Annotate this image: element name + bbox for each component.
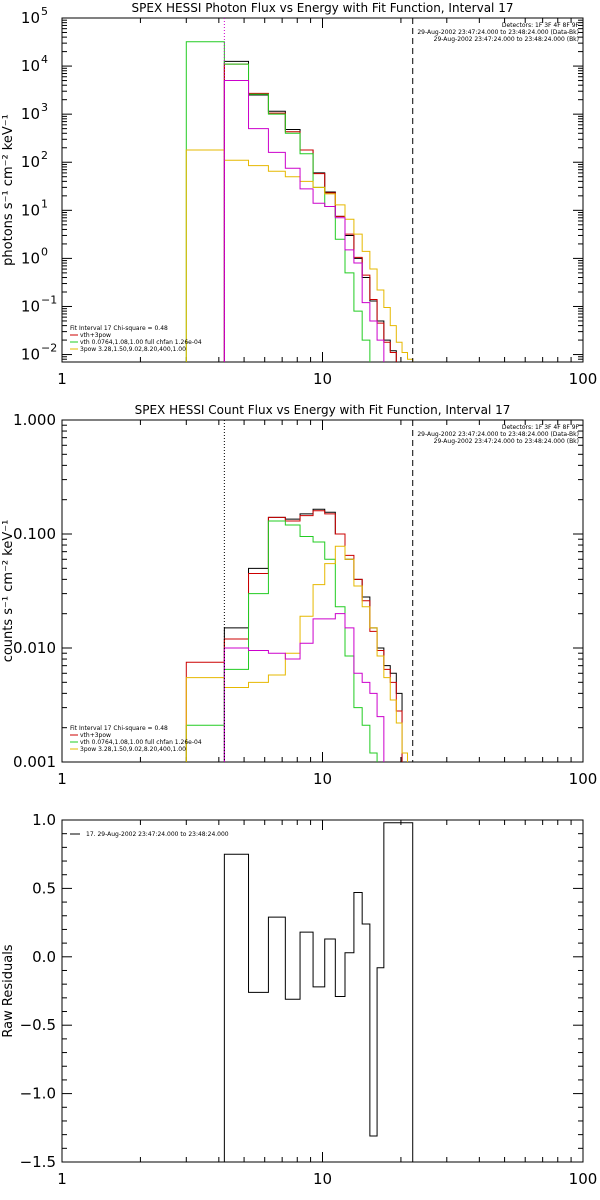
plot-frame: [61, 419, 584, 763]
y-ticks: 0.001 0.010 0.100 1.000: [13, 411, 583, 771]
y-tick-exponent: 0: [41, 245, 48, 258]
series-4-histogram: [223, 613, 385, 762]
y-tick-label: 10: [21, 297, 40, 315]
x-tick-label: 1: [57, 370, 67, 388]
x-tick-label: 10: [313, 1170, 332, 1188]
legend-title: Fit Interval 17 Chi-square = 0.48: [70, 325, 168, 332]
legend-entry: 17. 29-Aug-2002 23:47:24.000 to 23:48:24…: [86, 831, 229, 838]
legend-entry: vth 0.0764,1.08,1.00 full chfan 1.26e-04: [80, 339, 202, 346]
y-tick-label: 10: [21, 9, 40, 27]
y-axis-label: photons s⁻¹ cm⁻² keV⁻¹: [1, 114, 16, 266]
y-tick-exponent: −2: [41, 342, 57, 355]
y-tick-label: 1.000: [13, 411, 56, 429]
x-tick-label: 1: [57, 770, 67, 788]
y-tick-exponent: 3: [41, 101, 48, 114]
y-tick-exponent: 5: [41, 5, 48, 18]
data-series: [223, 822, 414, 1162]
series-0-histogram: [223, 822, 414, 1162]
info-line: 29-Aug-2002 23:47:24.000 to 23:48:24.000…: [417, 431, 579, 438]
x-tick-label: 10: [313, 370, 332, 388]
y-tick-label: 10: [21, 153, 40, 171]
series-0-histogram: [223, 508, 403, 762]
plot-frame: [61, 819, 584, 1163]
series-1-histogram: [223, 63, 397, 362]
y-tick-exponent: 4: [41, 53, 48, 66]
y-tick-label: 10: [21, 105, 40, 123]
data-series: [185, 41, 414, 362]
chart-panel-3: Raw Residuals 1 10 100 1.0 0.5 0.0 −0.5 −1.0 −1.5…: [1, 811, 597, 1188]
y-tick-label: 0.100: [13, 525, 56, 543]
legend-title: Fit Interval 17 Chi-square = 0.48: [70, 725, 168, 732]
legend: Fit Interval 17 Chi-square = 0.48vth+3po…: [70, 725, 202, 753]
legend-entry: vth+3pow: [80, 332, 111, 339]
y-tick-label: 10: [21, 201, 40, 219]
x-ticks: 1 10 100: [57, 18, 597, 388]
legend-entry: vth 0.0764,1.08,1.00 full chfan 1.26e-04: [80, 739, 202, 746]
info-line: 29-Aug-2002 23:47:24.000 to 23:48:24.000…: [434, 438, 579, 445]
y-tick-label: 0.001: [13, 753, 56, 771]
series-3-histogram: [185, 149, 414, 362]
chart-panel-1: SPEX HESSI Photon Flux vs Energy with Fi…: [1, 1, 597, 388]
y-tick-exponent: 2: [41, 149, 48, 162]
info-line: Detectors: 1F 3F 4F 8F 9F: [502, 424, 580, 431]
y-tick-label: 10: [21, 346, 40, 364]
data-series: [185, 508, 409, 762]
x-tick-label: 100: [569, 1170, 598, 1188]
x-tick-label: 100: [569, 770, 598, 788]
y-tick-label: 10: [21, 249, 40, 267]
y-tick-label: 10: [21, 57, 40, 75]
info-line: 29-Aug-2002 23:47:24.000 to 23:48:24.000…: [434, 36, 579, 43]
series-2-histogram: [185, 41, 371, 362]
x-ticks: 1 10 100: [57, 420, 597, 788]
info-line: 29-Aug-2002 23:47:24.000 to 23:48:24.000…: [417, 29, 579, 36]
y-tick-label: −1.5: [20, 1153, 56, 1171]
plot-frame: [61, 17, 584, 363]
y-tick-label: 0.0: [32, 948, 56, 966]
chart-title: SPEX HESSI Count Flux vs Energy with Fit…: [135, 403, 511, 417]
y-axis-label: Raw Residuals: [1, 944, 16, 1037]
series-0-histogram: [223, 60, 397, 362]
y-tick-label: −0.5: [20, 1016, 56, 1034]
y-axis-label: counts s⁻¹ cm⁻² keV⁻¹: [1, 520, 16, 663]
y-tick-exponent: −1: [41, 293, 57, 306]
x-tick-label: 100: [569, 370, 598, 388]
legend: Fit Interval 17 Chi-square = 0.48vth+3po…: [70, 325, 202, 353]
y-tick-exponent: 1: [41, 197, 48, 210]
series-1-histogram: [185, 510, 403, 762]
info-line: Detectors: 1F 3F 4F 8F 9F: [502, 22, 580, 29]
y-tick-label: 0.010: [13, 639, 56, 657]
y-tick-label: 0.5: [32, 879, 56, 897]
y-tick-label: −1.0: [20, 1085, 56, 1103]
x-ticks: 1 10 100: [57, 820, 597, 1188]
legend-entry: 3pow 3.28,1.50,9.02,8.20,400,1.00: [80, 746, 186, 753]
series-2-histogram: [185, 520, 378, 762]
y-tick-label: 1.0: [32, 811, 56, 829]
series-3-histogram: [185, 545, 409, 762]
chart-title: SPEX HESSI Photon Flux vs Energy with Fi…: [132, 1, 514, 15]
x-tick-label: 10: [313, 770, 332, 788]
legend: 17. 29-Aug-2002 23:47:24.000 to 23:48:24…: [70, 831, 229, 838]
legend-entry: 3pow 3.28,1.50,9.02,8.20,400,1.00: [80, 346, 186, 353]
legend-entry: vth+3pow: [80, 732, 111, 739]
y-ticks: 1.0 0.5 0.0 −0.5 −1.0 −1.5: [20, 811, 583, 1171]
chart-panel-2: SPEX HESSI Count Flux vs Energy with Fit…: [1, 403, 597, 788]
x-tick-label: 1: [57, 1170, 67, 1188]
series-4-histogram: [223, 80, 385, 362]
